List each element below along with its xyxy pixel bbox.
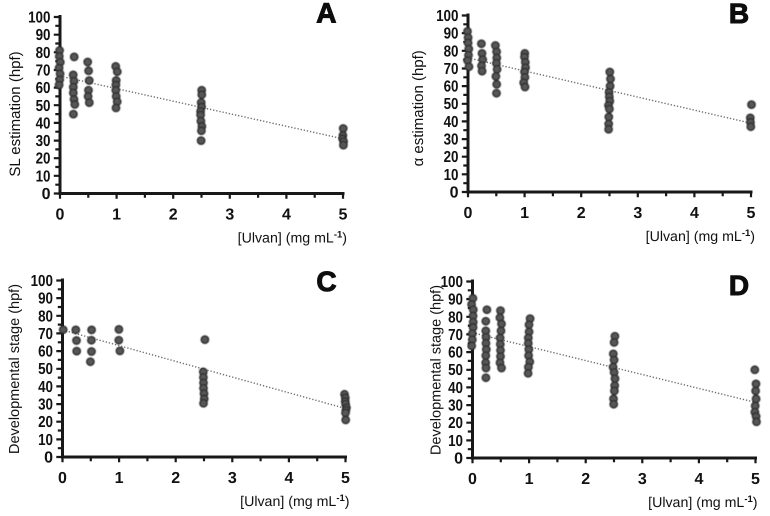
svg-text:3: 3 [225, 207, 234, 224]
svg-text:30: 30 [448, 398, 463, 415]
svg-text:4: 4 [282, 207, 291, 224]
svg-text:4: 4 [694, 471, 703, 488]
svg-text:2: 2 [169, 207, 178, 224]
svg-text:A: A [316, 0, 336, 29]
svg-text:0: 0 [454, 451, 463, 468]
svg-text:50: 50 [38, 361, 53, 378]
svg-text:70: 70 [36, 63, 51, 80]
svg-text:2: 2 [581, 471, 590, 488]
svg-text:3: 3 [633, 205, 642, 222]
svg-text:10: 10 [444, 167, 459, 184]
svg-text:50: 50 [36, 98, 51, 115]
svg-text:40: 40 [36, 115, 51, 132]
svg-text:20: 20 [36, 151, 51, 168]
svg-text:60: 60 [36, 80, 51, 97]
svg-text:2: 2 [577, 205, 586, 222]
svg-text:0: 0 [44, 450, 53, 467]
svg-text:70: 70 [38, 326, 53, 343]
svg-text:10: 10 [38, 432, 53, 449]
svg-text:0: 0 [450, 185, 459, 202]
svg-text:1: 1 [520, 205, 529, 222]
svg-text:40: 40 [448, 380, 463, 397]
svg-text:Developmental stage (hpf): Developmental stage (hpf) [7, 284, 23, 454]
svg-text:50: 50 [444, 96, 459, 113]
svg-text:0: 0 [56, 207, 65, 224]
svg-text:30: 30 [444, 132, 459, 149]
svg-text:0: 0 [42, 186, 51, 203]
svg-text:5: 5 [747, 205, 756, 222]
svg-text:10: 10 [448, 433, 463, 450]
svg-text:100: 100 [441, 274, 463, 291]
svg-text:50: 50 [448, 362, 463, 379]
svg-text:[Ulvan] (mg mL-1): [Ulvan] (mg mL-1) [646, 228, 755, 245]
svg-text:B: B [729, 0, 749, 29]
svg-text:1: 1 [525, 471, 534, 488]
svg-text:D: D [729, 270, 749, 301]
svg-text:Developmental stage (hpf): Developmental stage (hpf) [428, 285, 444, 455]
svg-text:90: 90 [36, 27, 51, 44]
svg-text:3: 3 [638, 471, 647, 488]
svg-text:30: 30 [38, 397, 53, 414]
svg-text:0: 0 [468, 471, 477, 488]
svg-text:90: 90 [444, 26, 459, 43]
svg-text:100: 100 [28, 10, 50, 27]
svg-text:5: 5 [751, 471, 760, 488]
svg-text:SL estimation (hpf): SL estimation (hpf) [7, 51, 24, 176]
svg-text:1: 1 [115, 470, 124, 487]
svg-text:10: 10 [36, 168, 51, 185]
svg-text:[Ulvan] (mg mL-1): [Ulvan] (mg mL-1) [240, 493, 349, 510]
svg-text:5: 5 [341, 470, 350, 487]
svg-text:0: 0 [58, 470, 67, 487]
svg-text:α estimation (hpf): α estimation (hpf) [410, 50, 427, 166]
svg-text:20: 20 [38, 414, 53, 431]
svg-text:20: 20 [448, 415, 463, 432]
svg-text:80: 80 [444, 43, 459, 60]
svg-text:100: 100 [31, 273, 53, 290]
svg-text:60: 60 [444, 79, 459, 96]
svg-text:100: 100 [436, 8, 458, 25]
svg-text:30: 30 [36, 133, 51, 150]
svg-text:[Ulvan] (mg mL-1): [Ulvan] (mg mL-1) [648, 494, 757, 511]
svg-text:90: 90 [38, 291, 53, 308]
svg-text:40: 40 [38, 379, 53, 396]
svg-text:80: 80 [448, 309, 463, 326]
svg-text:20: 20 [444, 149, 459, 166]
svg-text:80: 80 [38, 308, 53, 325]
svg-text:C: C [316, 266, 336, 297]
svg-text:60: 60 [448, 345, 463, 362]
svg-text:0: 0 [464, 205, 473, 222]
svg-text:90: 90 [448, 292, 463, 309]
svg-text:5: 5 [339, 207, 348, 224]
svg-text:60: 60 [38, 344, 53, 361]
svg-text:1: 1 [112, 207, 121, 224]
svg-text:80: 80 [36, 45, 51, 62]
svg-text:70: 70 [448, 327, 463, 344]
svg-text:[Ulvan] (mg mL-1): [Ulvan] (mg mL-1) [238, 230, 347, 247]
svg-text:2: 2 [171, 470, 180, 487]
svg-text:4: 4 [690, 205, 699, 222]
svg-text:40: 40 [444, 114, 459, 131]
svg-text:70: 70 [444, 61, 459, 78]
svg-text:4: 4 [284, 470, 293, 487]
svg-text:3: 3 [228, 470, 237, 487]
